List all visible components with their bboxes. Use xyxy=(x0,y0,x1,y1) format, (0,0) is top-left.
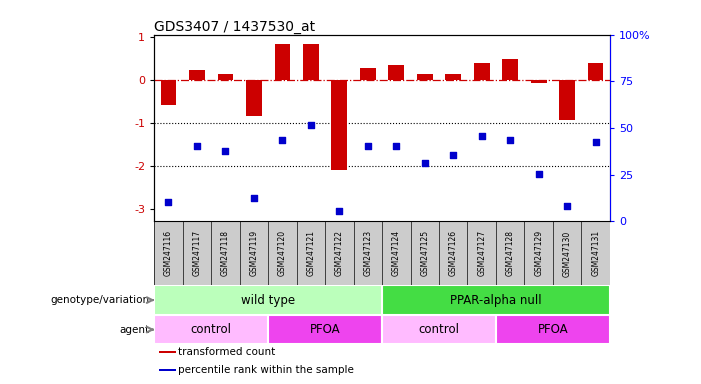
Point xyxy=(334,208,345,214)
Bar xyxy=(382,315,496,344)
Bar xyxy=(189,70,205,79)
Text: GSM247130: GSM247130 xyxy=(563,230,571,276)
Bar xyxy=(382,222,411,285)
Bar xyxy=(581,222,610,285)
Bar xyxy=(353,222,382,285)
Text: PFOA: PFOA xyxy=(310,323,341,336)
Bar xyxy=(154,285,382,315)
Text: GSM247120: GSM247120 xyxy=(278,230,287,276)
Text: GSM247128: GSM247128 xyxy=(505,230,515,276)
Text: transformed count: transformed count xyxy=(178,348,275,358)
Bar xyxy=(524,222,553,285)
Text: GSM247119: GSM247119 xyxy=(250,230,259,276)
Bar xyxy=(474,63,489,79)
Bar xyxy=(154,315,268,344)
Text: GSM247121: GSM247121 xyxy=(306,230,315,276)
Point xyxy=(305,122,316,128)
Bar xyxy=(382,285,610,315)
Bar xyxy=(388,66,404,79)
Text: GDS3407 / 1437530_at: GDS3407 / 1437530_at xyxy=(154,20,315,33)
Point xyxy=(505,137,516,143)
Text: genotype/variation: genotype/variation xyxy=(50,295,150,305)
Text: GSM247125: GSM247125 xyxy=(421,230,429,276)
Text: GSM247122: GSM247122 xyxy=(335,230,343,276)
Point xyxy=(419,161,430,167)
Bar xyxy=(158,351,177,353)
Bar xyxy=(154,222,183,285)
Bar xyxy=(246,79,261,116)
Bar xyxy=(297,222,325,285)
Text: percentile rank within the sample: percentile rank within the sample xyxy=(178,365,354,375)
Text: GSM247126: GSM247126 xyxy=(449,230,458,276)
Text: GSM247116: GSM247116 xyxy=(164,230,173,276)
Text: control: control xyxy=(191,323,231,336)
Bar xyxy=(411,222,439,285)
Point xyxy=(191,143,203,149)
Point xyxy=(448,152,459,158)
Bar xyxy=(325,222,353,285)
Point xyxy=(277,137,288,143)
Text: GSM247127: GSM247127 xyxy=(477,230,486,276)
Bar xyxy=(303,45,319,79)
Bar xyxy=(360,68,376,79)
Bar xyxy=(588,63,604,79)
Bar xyxy=(268,315,382,344)
Text: GSM247123: GSM247123 xyxy=(363,230,372,276)
Point xyxy=(248,195,259,201)
Bar xyxy=(503,59,518,79)
Text: agent: agent xyxy=(120,324,150,334)
Bar xyxy=(496,222,524,285)
Text: GSM247117: GSM247117 xyxy=(193,230,201,276)
Bar xyxy=(417,74,433,79)
Point xyxy=(590,139,601,145)
Bar xyxy=(240,222,268,285)
Text: GSM247118: GSM247118 xyxy=(221,230,230,276)
Bar xyxy=(211,222,240,285)
Point xyxy=(476,132,487,139)
Point xyxy=(390,143,402,149)
Text: PPAR-alpha null: PPAR-alpha null xyxy=(450,294,542,306)
Text: PFOA: PFOA xyxy=(538,323,569,336)
Bar xyxy=(158,369,177,371)
Point xyxy=(562,203,573,209)
Point xyxy=(163,199,174,205)
Bar xyxy=(217,74,233,79)
Text: GSM247129: GSM247129 xyxy=(534,230,543,276)
Bar xyxy=(553,222,581,285)
Point xyxy=(220,147,231,154)
Bar xyxy=(496,315,610,344)
Bar xyxy=(183,222,211,285)
Bar xyxy=(275,45,290,79)
Point xyxy=(362,143,374,149)
Bar xyxy=(161,79,176,106)
Bar xyxy=(439,222,468,285)
Point xyxy=(533,171,544,177)
Bar xyxy=(268,222,297,285)
Bar xyxy=(468,222,496,285)
Bar xyxy=(445,74,461,79)
Bar xyxy=(332,79,347,170)
Text: wild type: wild type xyxy=(241,294,295,306)
Text: control: control xyxy=(418,323,459,336)
Bar xyxy=(559,79,575,121)
Text: GSM247131: GSM247131 xyxy=(591,230,600,276)
Text: GSM247124: GSM247124 xyxy=(392,230,401,276)
Bar xyxy=(531,79,547,83)
